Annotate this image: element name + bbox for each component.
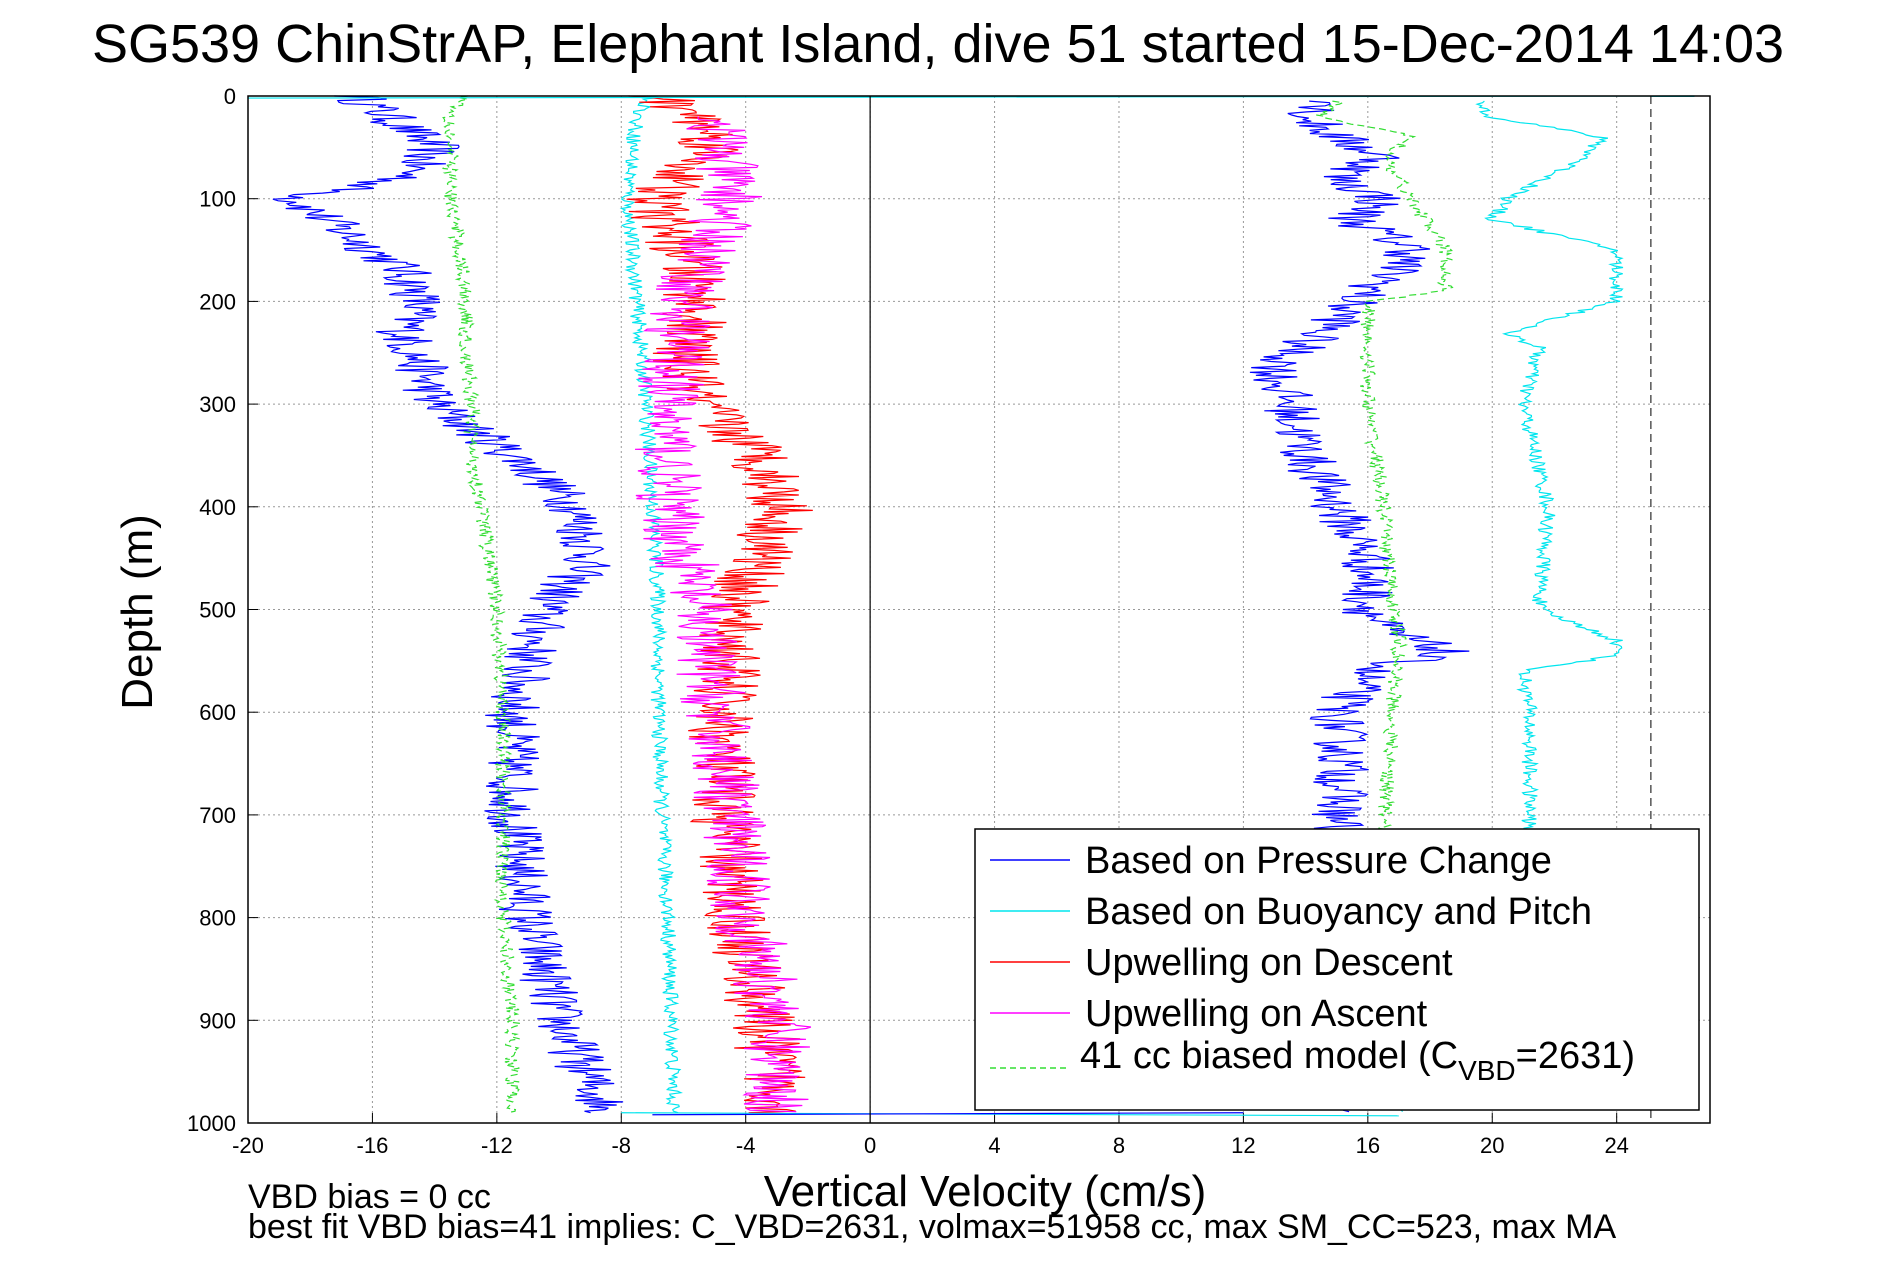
legend-label-model: 41 cc biased model (CVBD=2631) <box>1080 1035 1635 1086</box>
legend-label-pressure: Based on Pressure Change <box>1085 840 1552 882</box>
legend-box <box>974 828 1700 1111</box>
footnote-best-fit: best fit VBD bias=41 implies: C_VBD=2631… <box>248 1208 1617 1246</box>
y-tick-label: 900 <box>199 1008 236 1033</box>
bottom-spike-blue <box>652 1112 1244 1116</box>
footnote-vbd-bias: VBD bias = 0 cc <box>248 1178 491 1216</box>
reference-lines <box>869 96 1652 1123</box>
y-tick-label: 400 <box>199 495 236 520</box>
y-tick-label: 500 <box>199 598 236 623</box>
legend-label-descent: Upwelling on Descent <box>1085 942 1453 984</box>
y-tick-label: 600 <box>199 700 236 725</box>
x-tick-label: 12 <box>1231 1133 1255 1158</box>
x-tick-label: 16 <box>1356 1133 1380 1158</box>
x-tick-labels: -20 -16 -12 -8 -4 0 4 8 12 16 20 24 <box>232 1133 1629 1158</box>
x-tick-label: 4 <box>988 1133 1000 1158</box>
y-tick-label: 1000 <box>187 1111 236 1136</box>
y-axis-label: Depth (m) <box>113 514 162 710</box>
bottom-spike <box>621 1112 1399 1117</box>
series-line-0-descent <box>272 95 624 1114</box>
x-tick-label: -12 <box>481 1133 513 1158</box>
x-tick-label: -16 <box>357 1133 389 1158</box>
y-tick-label: 0 <box>224 84 236 109</box>
y-tick-labels: 0 100 200 300 400 500 600 700 800 900 1000 <box>187 84 236 1136</box>
series-line-3-descent <box>634 116 812 1113</box>
series-line-4-descent <box>442 95 522 1114</box>
series-line-1-descent <box>619 95 683 1114</box>
x-tick-label: 24 <box>1604 1133 1628 1158</box>
legend-label-buoyancy: Based on Buoyancy and Pitch <box>1085 891 1592 933</box>
x-tick-label: -8 <box>611 1133 631 1158</box>
x-tick-label: 20 <box>1480 1133 1504 1158</box>
y-tick-label: 200 <box>199 289 236 314</box>
x-axis-label: Vertical Velocity (cm/s) <box>764 1167 1207 1216</box>
chart-title: SG539 ChinStrAP, Elephant Island, dive 5… <box>92 14 1784 74</box>
x-tick-label: -4 <box>736 1133 756 1158</box>
plot-frame <box>247 95 1711 1124</box>
legend-label-ascent: Upwelling on Ascent <box>1085 993 1428 1035</box>
y-tick-label: 100 <box>199 187 236 212</box>
legend: Based on Pressure Change Based on Buoyan… <box>974 828 1700 1111</box>
y-tick-label: 300 <box>199 392 236 417</box>
y-tick-label: 800 <box>199 906 236 931</box>
y-tick-label: 700 <box>199 803 236 828</box>
x-tick-label: 0 <box>864 1133 876 1158</box>
x-tick-label: -20 <box>232 1133 264 1158</box>
x-tick-label: 8 <box>1113 1133 1125 1158</box>
